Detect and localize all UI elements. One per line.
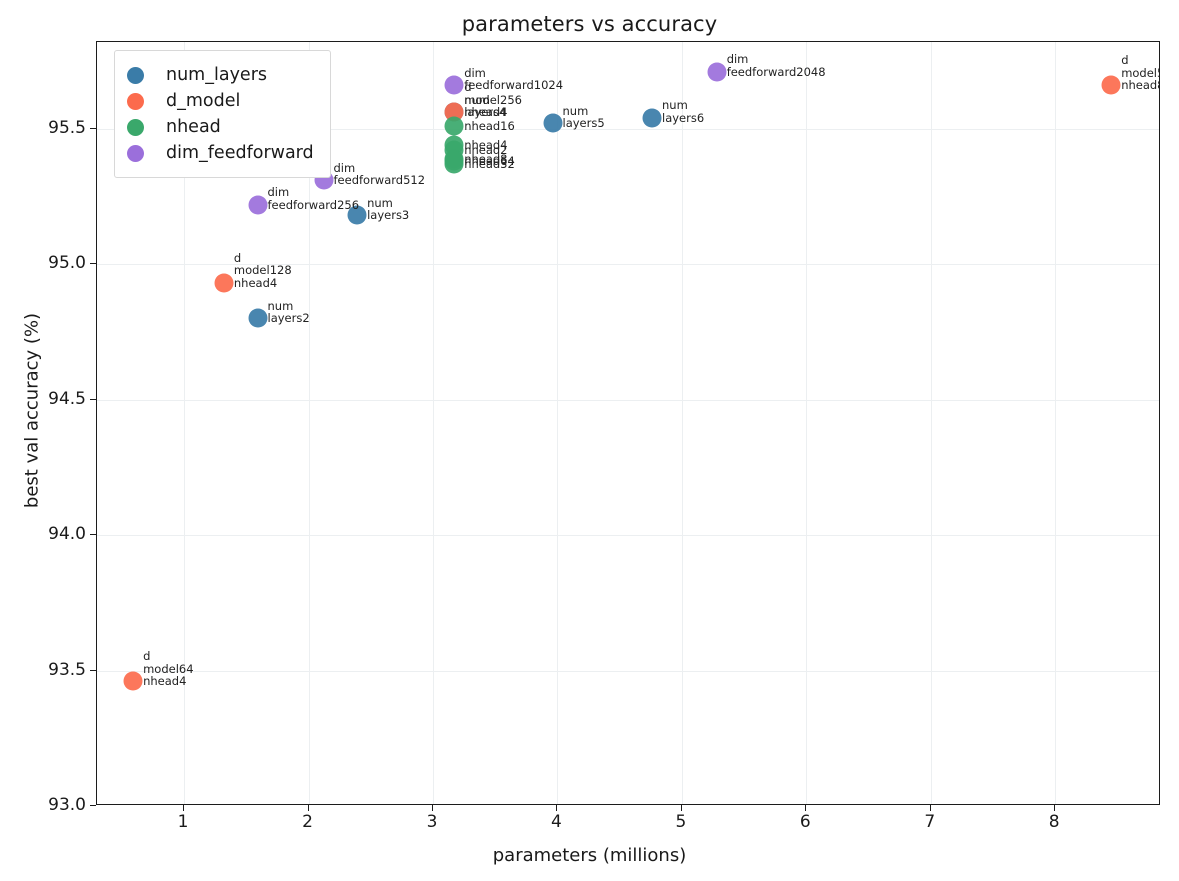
data-point-num_layers xyxy=(543,113,562,133)
point-annotation: nhead32 xyxy=(464,156,515,171)
point-annotation: d model128 nhead4 xyxy=(233,250,292,291)
point-annotation: d model64 nhead4 xyxy=(143,649,194,689)
data-point-dim_feedforward xyxy=(444,75,464,95)
legend-item-d_model[interactable]: d_model xyxy=(127,88,314,114)
y-tick-mark xyxy=(90,805,96,806)
data-point-dim_feedforward xyxy=(707,62,727,82)
y-tick-mark xyxy=(90,534,96,536)
x-tick-mark xyxy=(1054,805,1056,811)
data-point-d_model xyxy=(1101,75,1121,95)
data-point-dim_feedforward xyxy=(248,195,267,215)
y-tick-label: 94.5 xyxy=(48,388,86,409)
y-tick-label: 93.5 xyxy=(48,659,86,680)
legend-marker-icon xyxy=(127,118,144,136)
data-point-nhead xyxy=(444,151,464,171)
y-axis-label: best val accuracy (%) xyxy=(21,312,43,509)
y-tick-mark xyxy=(90,127,96,129)
point-annotation: d model512 nhead8 xyxy=(1121,53,1159,93)
data-point-nhead xyxy=(444,116,464,136)
point-annotation: dim feedforward2048 xyxy=(726,52,826,79)
point-annotation: d model256 nhead4 xyxy=(464,80,522,120)
legend-marker-icon xyxy=(127,144,144,162)
y-tick-mark xyxy=(90,669,96,671)
gridline-vertical xyxy=(308,42,310,804)
x-tick-label: 1 xyxy=(177,812,189,832)
point-annotation: num layers3 xyxy=(367,195,410,223)
x-axis-label: parameters (millions) xyxy=(492,845,687,866)
x-tick-label: 6 xyxy=(799,812,811,832)
x-tick-label: 7 xyxy=(924,812,936,832)
y-tick-mark xyxy=(90,398,96,400)
x-tick-mark xyxy=(929,805,931,811)
point-annotation: num layers2 xyxy=(267,298,310,326)
point-annotation: nhead2 xyxy=(464,143,508,158)
legend-item-label: d_model xyxy=(166,91,241,111)
x-tick-label: 5 xyxy=(675,812,687,832)
legend-item-label: num_layers xyxy=(166,65,268,85)
point-annotation: nhead8 xyxy=(464,151,508,166)
data-point-num_layers xyxy=(248,308,267,328)
x-tick-mark xyxy=(432,805,433,811)
gridline-horizontal xyxy=(97,264,1159,266)
x-tick-mark xyxy=(307,805,309,811)
legend-item-label: nhead xyxy=(166,117,221,137)
x-tick-label: 2 xyxy=(302,812,314,832)
point-annotation: num layers6 xyxy=(662,98,705,125)
x-tick-mark xyxy=(680,805,682,811)
gridline-vertical xyxy=(1055,42,1057,804)
gridline-vertical xyxy=(184,42,186,804)
data-point-d_model xyxy=(123,671,143,691)
y-tick-mark xyxy=(90,263,96,265)
point-annotation: nhead4 xyxy=(464,138,508,152)
x-tick-mark xyxy=(183,805,185,811)
y-tick-label: 93.0 xyxy=(48,795,86,815)
gridline-vertical xyxy=(681,42,683,804)
x-tick-mark xyxy=(805,805,807,811)
y-tick-label: 95.5 xyxy=(48,117,86,138)
point-annotation: dim feedforward512 xyxy=(333,160,426,188)
point-annotation: dim feedforward256 xyxy=(267,185,360,212)
point-annotation: num layers4 xyxy=(464,92,507,120)
y-tick-label: 95.0 xyxy=(48,253,86,274)
legend-item-label: dim_feedforward xyxy=(166,143,314,163)
gridline-horizontal xyxy=(97,670,1159,672)
data-point-d_model xyxy=(214,273,234,293)
x-tick-label: 8 xyxy=(1048,812,1060,832)
x-tick-mark xyxy=(556,805,558,811)
legend-item-dim_feedforward[interactable]: dim_feedforward xyxy=(127,140,314,166)
point-annotation: nhead16 xyxy=(464,119,515,133)
x-tick-label: 3 xyxy=(426,812,438,832)
gridline-horizontal xyxy=(97,535,1159,537)
gridline-vertical xyxy=(557,42,559,804)
legend-item-num_layers[interactable]: num_layers xyxy=(127,62,314,88)
gridline-vertical xyxy=(433,42,434,804)
legend-marker-icon xyxy=(127,92,144,110)
y-tick-label: 94.0 xyxy=(48,524,86,545)
gridline-horizontal xyxy=(97,128,1159,130)
gridline-vertical xyxy=(806,42,808,804)
point-annotation: num layers5 xyxy=(562,103,605,131)
x-tick-label: 4 xyxy=(550,812,562,832)
data-point-num_layers xyxy=(642,108,662,128)
chart-title: parameters vs accuracy xyxy=(461,12,718,36)
point-annotation: nhead64 xyxy=(464,154,515,169)
point-annotation: dim feedforward1024 xyxy=(464,65,564,93)
legend-item-nhead[interactable]: nhead xyxy=(127,114,314,140)
legend-marker-icon xyxy=(127,66,144,84)
data-point-num_layers xyxy=(347,205,367,225)
gridline-vertical xyxy=(930,42,932,804)
gridline-horizontal xyxy=(97,399,1159,401)
